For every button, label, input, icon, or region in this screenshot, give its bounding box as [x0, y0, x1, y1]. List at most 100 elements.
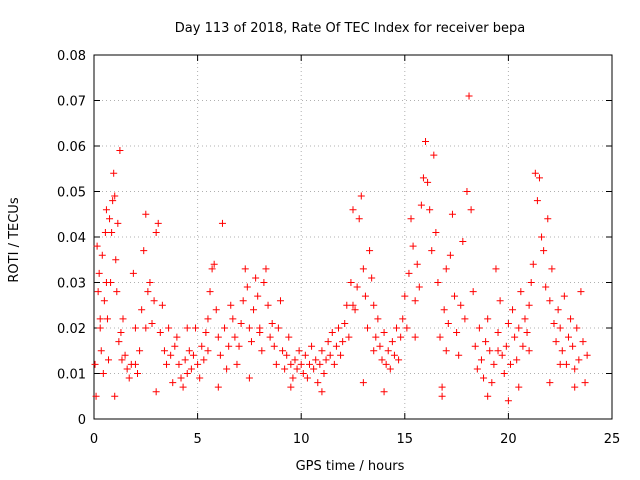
data-point — [451, 292, 459, 300]
data-point — [372, 333, 380, 341]
data-point — [488, 379, 496, 387]
data-point — [287, 360, 295, 368]
data-points — [91, 92, 591, 405]
axis-ticks: 0 0.01 0.02 0.03 0.04 0.05 0.06 0.07 0.08 0 5 10 15 2… — [57, 49, 620, 447]
data-point — [509, 306, 517, 314]
data-point — [571, 365, 579, 373]
data-point — [419, 174, 427, 182]
data-point — [504, 397, 512, 405]
data-point — [382, 360, 390, 368]
data-point — [484, 315, 492, 323]
data-point — [380, 329, 388, 337]
data-point — [432, 228, 440, 236]
data-point — [241, 265, 249, 273]
data-point — [513, 356, 521, 364]
data-point — [374, 315, 382, 323]
data-point — [167, 351, 175, 359]
data-point — [239, 297, 247, 305]
data-point — [562, 360, 570, 368]
data-point — [453, 329, 461, 337]
data-point — [112, 256, 120, 264]
data-point — [92, 392, 100, 400]
data-point — [299, 370, 307, 377]
grid-lines — [94, 55, 612, 419]
data-point — [355, 215, 363, 223]
data-point — [500, 370, 508, 377]
x-tick-label: 5 — [193, 432, 201, 447]
data-point — [320, 370, 328, 377]
data-point — [163, 360, 171, 368]
data-point — [285, 333, 293, 341]
data-point — [235, 342, 243, 350]
data-point — [231, 333, 239, 341]
data-point — [393, 324, 401, 332]
data-point — [357, 192, 365, 200]
x-tick-label: 15 — [397, 432, 414, 447]
data-point — [583, 351, 591, 359]
data-point — [359, 265, 367, 273]
data-point — [364, 324, 372, 332]
y-tick-label: 0.02 — [57, 322, 86, 337]
data-point — [581, 379, 589, 387]
data-point — [138, 306, 146, 314]
data-point — [218, 219, 226, 227]
data-point — [502, 342, 510, 350]
data-point — [295, 347, 303, 355]
y-tick-label: 0.08 — [57, 49, 86, 64]
data-point — [577, 288, 585, 296]
data-point — [339, 338, 347, 346]
data-point — [140, 247, 148, 255]
data-point — [119, 315, 127, 323]
data-point — [575, 356, 583, 364]
data-point — [330, 360, 338, 368]
data-point — [216, 351, 224, 359]
data-point — [98, 251, 106, 259]
data-point — [519, 342, 527, 350]
data-point — [111, 392, 119, 400]
data-point — [152, 228, 160, 236]
data-point — [142, 210, 150, 218]
y-tick-label: 0 — [78, 413, 86, 428]
data-point — [459, 238, 467, 246]
data-point — [116, 147, 124, 155]
data-point — [359, 379, 367, 387]
data-point — [370, 301, 378, 309]
data-point — [413, 260, 421, 268]
data-point — [569, 342, 577, 350]
data-point — [97, 347, 105, 355]
data-point — [264, 301, 272, 309]
data-point — [260, 279, 268, 286]
data-point — [341, 319, 349, 327]
data-point — [523, 329, 531, 337]
y-axis-label: ROTI / TECUs — [7, 197, 22, 282]
data-point — [165, 324, 173, 332]
data-point — [521, 315, 529, 323]
data-point — [492, 265, 500, 273]
data-point — [550, 319, 558, 327]
data-point — [279, 347, 287, 355]
data-point — [291, 356, 299, 364]
x-tick-label: 0 — [90, 432, 98, 447]
data-point — [440, 306, 448, 314]
data-point — [272, 360, 280, 368]
data-point — [115, 338, 123, 346]
data-point — [484, 392, 492, 400]
data-point — [384, 347, 392, 355]
data-point — [405, 269, 413, 277]
data-point — [131, 324, 139, 332]
data-point — [179, 383, 187, 391]
data-point — [531, 169, 539, 177]
data-point — [448, 210, 456, 218]
data-point — [506, 360, 514, 368]
data-point — [349, 206, 357, 214]
data-point — [142, 324, 150, 332]
data-point — [243, 283, 251, 291]
data-point — [424, 178, 432, 186]
data-point — [515, 324, 523, 332]
data-point — [208, 265, 216, 273]
data-point — [318, 347, 326, 355]
data-point — [102, 206, 110, 214]
x-tick-label: 25 — [604, 432, 621, 447]
data-point — [544, 215, 552, 223]
